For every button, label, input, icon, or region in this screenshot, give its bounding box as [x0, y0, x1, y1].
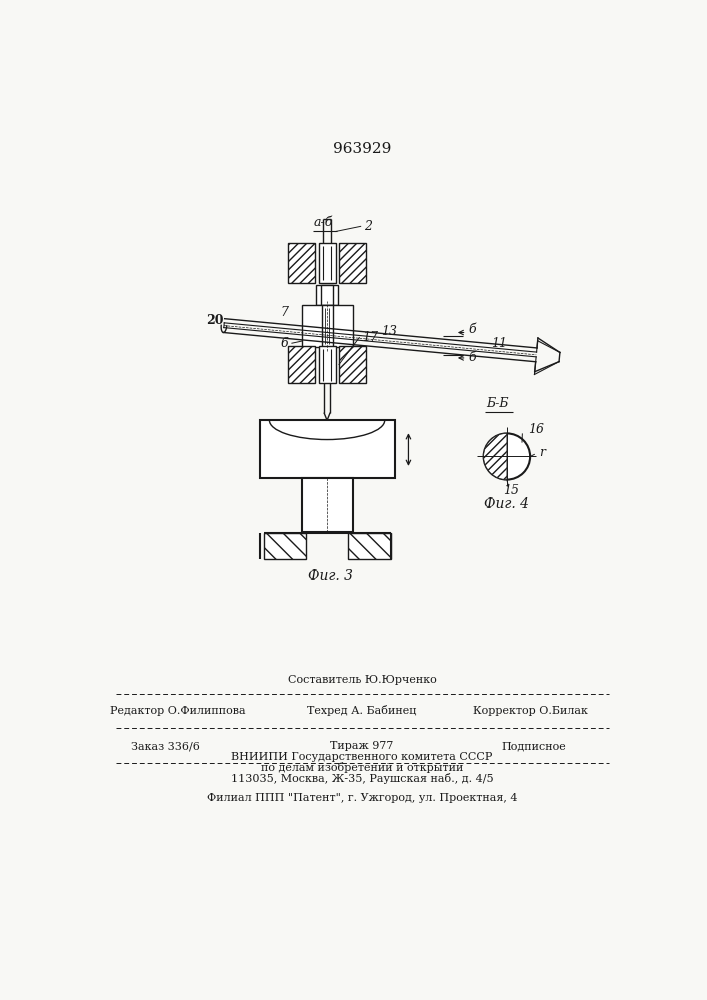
Text: 15: 15 — [503, 484, 519, 497]
Text: ВНИИПИ Государственного комитета СССР: ВНИИПИ Государственного комитета СССР — [231, 752, 493, 762]
Text: Фиг. 4: Фиг. 4 — [484, 497, 530, 511]
Bar — [339, 243, 366, 283]
Text: Тираж 977: Тираж 977 — [330, 741, 394, 751]
Wedge shape — [484, 433, 507, 480]
Bar — [259, 420, 395, 478]
Text: Редактор О.Филиппова: Редактор О.Филиппова — [110, 706, 245, 716]
Bar — [303, 478, 353, 532]
Text: Филиал ППП "Патент", г. Ужгород, ул. Проектная, 4: Филиал ППП "Патент", г. Ужгород, ул. Про… — [206, 793, 518, 803]
Text: 16: 16 — [529, 423, 544, 436]
Bar — [321, 285, 333, 305]
Bar — [319, 243, 336, 283]
Bar — [322, 305, 332, 347]
Text: 6: 6 — [280, 337, 288, 350]
Text: Б-Б: Б-Б — [486, 397, 509, 410]
Bar — [288, 346, 315, 383]
Bar — [319, 346, 336, 383]
Text: 113035, Москва, Ж-35, Раушская наб., д. 4/5: 113035, Москва, Ж-35, Раушская наб., д. … — [230, 773, 493, 784]
Bar — [288, 243, 315, 283]
Bar — [339, 346, 366, 383]
Text: 13: 13 — [381, 325, 397, 338]
Bar — [303, 305, 353, 347]
Text: 963929: 963929 — [333, 142, 391, 156]
Bar — [348, 533, 391, 559]
Text: Корректор О.Билак: Корректор О.Билак — [473, 706, 588, 716]
Text: 20: 20 — [206, 314, 224, 327]
Text: Техред А. Бабинец: Техред А. Бабинец — [308, 705, 416, 716]
Text: а-б: а-б — [313, 216, 333, 229]
Text: 17: 17 — [362, 331, 378, 344]
Bar — [316, 285, 338, 305]
Text: r: r — [539, 446, 545, 459]
Circle shape — [484, 433, 530, 480]
Text: Фиг. 3: Фиг. 3 — [308, 569, 354, 583]
Text: 11: 11 — [491, 337, 508, 350]
Text: Подписное: Подписное — [502, 741, 566, 751]
Text: Заказ 336/6: Заказ 336/6 — [132, 741, 200, 751]
Text: Составитель Ю.Юрченко: Составитель Ю.Юрченко — [288, 675, 436, 685]
Text: 2: 2 — [364, 220, 373, 233]
Text: б: б — [468, 323, 476, 336]
Text: 7: 7 — [280, 306, 288, 319]
Bar — [264, 533, 306, 559]
Text: по делам изобретений и открытий: по делам изобретений и открытий — [261, 762, 463, 773]
Text: б: б — [468, 351, 476, 364]
